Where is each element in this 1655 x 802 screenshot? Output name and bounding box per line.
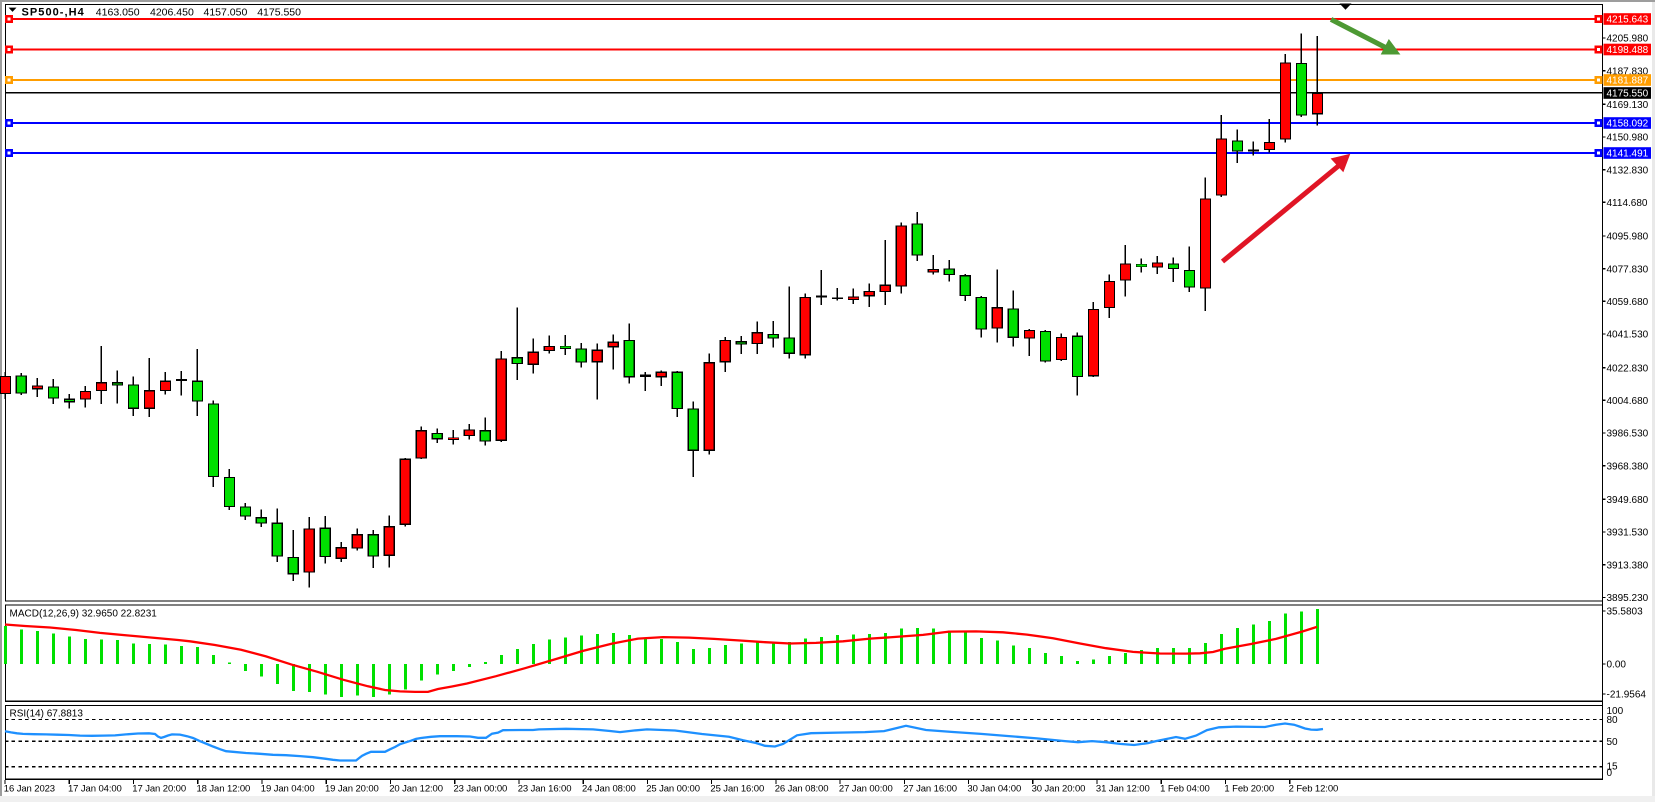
- svg-text:3913.380: 3913.380: [1607, 560, 1649, 571]
- svg-text:4132.830: 4132.830: [1607, 165, 1649, 176]
- svg-text:27 Jan 16:00: 27 Jan 16:00: [903, 783, 957, 794]
- svg-text:SP500-,H4: SP500-,H4: [22, 6, 85, 18]
- svg-text:4198.488: 4198.488: [1607, 45, 1649, 56]
- svg-text:3895.230: 3895.230: [1607, 593, 1649, 604]
- svg-text:4158.092: 4158.092: [1607, 119, 1649, 130]
- svg-text:23 Jan 16:00: 23 Jan 16:00: [518, 783, 572, 794]
- svg-text:100: 100: [1607, 706, 1624, 717]
- svg-text:4175.550: 4175.550: [257, 6, 301, 18]
- svg-text:23 Jan 00:00: 23 Jan 00:00: [454, 783, 508, 794]
- svg-text:50: 50: [1607, 737, 1619, 748]
- svg-text:4187.830: 4187.830: [1607, 66, 1649, 77]
- svg-text:4022.830: 4022.830: [1607, 363, 1649, 374]
- svg-text:4059.680: 4059.680: [1607, 297, 1649, 308]
- svg-text:3986.530: 3986.530: [1607, 429, 1649, 440]
- svg-text:4157.050: 4157.050: [204, 6, 248, 18]
- svg-text:3949.680: 3949.680: [1607, 495, 1649, 506]
- svg-text:27 Jan 00:00: 27 Jan 00:00: [839, 783, 893, 794]
- svg-text:-21.9564: -21.9564: [1607, 690, 1647, 701]
- svg-text:4141.491: 4141.491: [1607, 149, 1649, 160]
- svg-text:0: 0: [1607, 768, 1613, 779]
- svg-text:4169.130: 4169.130: [1607, 100, 1649, 111]
- svg-text:25 Jan 16:00: 25 Jan 16:00: [710, 783, 764, 794]
- svg-text:19 Jan 04:00: 19 Jan 04:00: [261, 783, 315, 794]
- svg-text:4095.980: 4095.980: [1607, 232, 1649, 243]
- svg-text:80: 80: [1607, 715, 1619, 726]
- svg-text:4205.980: 4205.980: [1607, 34, 1649, 45]
- svg-text:17 Jan 20:00: 17 Jan 20:00: [132, 783, 186, 794]
- svg-text:15: 15: [1607, 762, 1619, 773]
- svg-text:17 Jan 04:00: 17 Jan 04:00: [68, 783, 122, 794]
- svg-text:35.5803: 35.5803: [1607, 607, 1644, 618]
- svg-text:0.00: 0.00: [1607, 660, 1627, 671]
- svg-text:4163.050: 4163.050: [96, 6, 140, 18]
- svg-text:3968.380: 3968.380: [1607, 461, 1649, 472]
- svg-text:25 Jan 00:00: 25 Jan 00:00: [646, 783, 700, 794]
- svg-text:4041.530: 4041.530: [1607, 330, 1649, 341]
- svg-text:1 Feb 04:00: 1 Feb 04:00: [1160, 783, 1210, 794]
- svg-text:RSI(14) 67.8813: RSI(14) 67.8813: [10, 708, 84, 719]
- svg-text:3931.530: 3931.530: [1607, 528, 1649, 539]
- svg-text:MACD(12,26,9) 32.9650 22.8231: MACD(12,26,9) 32.9650 22.8231: [10, 608, 158, 619]
- svg-text:24 Jan 08:00: 24 Jan 08:00: [582, 783, 636, 794]
- svg-text:26 Jan 08:00: 26 Jan 08:00: [775, 783, 829, 794]
- svg-text:30 Jan 20:00: 30 Jan 20:00: [1032, 783, 1086, 794]
- svg-text:30 Jan 04:00: 30 Jan 04:00: [967, 783, 1021, 794]
- svg-text:2 Feb 12:00: 2 Feb 12:00: [1289, 783, 1339, 794]
- svg-text:4181.887: 4181.887: [1607, 76, 1649, 87]
- svg-text:16 Jan 2023: 16 Jan 2023: [4, 783, 55, 794]
- svg-text:4175.550: 4175.550: [1607, 89, 1649, 100]
- svg-text:4206.450: 4206.450: [150, 6, 194, 18]
- svg-text:4004.680: 4004.680: [1607, 396, 1649, 407]
- svg-text:4077.830: 4077.830: [1607, 264, 1649, 275]
- svg-text:20 Jan 12:00: 20 Jan 12:00: [389, 783, 443, 794]
- svg-text:18 Jan 12:00: 18 Jan 12:00: [197, 783, 251, 794]
- svg-text:4114.680: 4114.680: [1607, 198, 1648, 209]
- svg-text:19 Jan 20:00: 19 Jan 20:00: [325, 783, 379, 794]
- svg-text:31 Jan 12:00: 31 Jan 12:00: [1096, 783, 1150, 794]
- svg-text:4215.643: 4215.643: [1607, 15, 1649, 26]
- svg-text:1 Feb 20:00: 1 Feb 20:00: [1224, 783, 1274, 794]
- svg-text:4150.980: 4150.980: [1607, 133, 1649, 144]
